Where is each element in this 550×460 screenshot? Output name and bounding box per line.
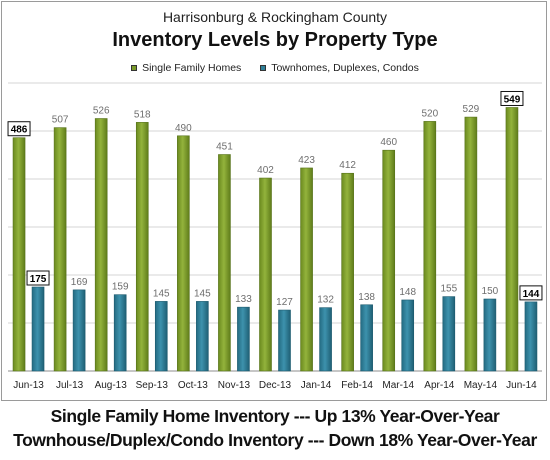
data-label-townhomes-Jul-13: 169 bbox=[71, 277, 88, 288]
data-label-townhomes-Aug-13: 159 bbox=[112, 282, 129, 293]
x-tick-label-Jan-14: Jan-14 bbox=[301, 380, 332, 391]
legend: Single Family Homes Townhomes, Duplexes,… bbox=[0, 62, 550, 74]
bar-townhomes-May-14 bbox=[483, 298, 497, 372]
caption-single-family: Single Family Home Inventory --- Up 13% … bbox=[50, 406, 500, 426]
gridlines bbox=[8, 82, 542, 372]
bar-single-family-May-14 bbox=[464, 116, 478, 372]
data-label-townhomes-Jun-14: 144 bbox=[523, 289, 540, 300]
bar-townhomes-Mar-14 bbox=[401, 299, 415, 372]
bar-single-family-Jul-13 bbox=[53, 127, 67, 372]
bar-single-family-Feb-14 bbox=[341, 172, 354, 372]
caption-townhouse: Townhouse/Duplex/Condo Inventory --- Dow… bbox=[13, 430, 537, 450]
data-label-box bbox=[26, 270, 50, 286]
bar-single-family-Apr-14 bbox=[423, 121, 437, 372]
chart-title: Inventory Levels by Property Type bbox=[112, 29, 438, 51]
data-label-single-family-Aug-13: 526 bbox=[93, 106, 110, 117]
legend-swatch-townhomes bbox=[260, 65, 267, 71]
bar-townhomes-Aug-13 bbox=[113, 294, 127, 372]
x-tick-label-Feb-14: Feb-14 bbox=[341, 380, 373, 391]
legend-swatch-single-family bbox=[131, 65, 138, 71]
x-tick-label-Jun-14: Jun-14 bbox=[506, 380, 537, 391]
data-label-single-family-Jul-13: 507 bbox=[52, 115, 69, 126]
legend-item-single-family: Single Family Homes bbox=[131, 62, 241, 74]
data-label-single-family-Apr-14: 520 bbox=[421, 108, 438, 119]
data-labels: 486 175 507 169 526 159 518 145 490 145 451 133 402 1… bbox=[7, 90, 543, 308]
bar-single-family-Jun-13 bbox=[12, 137, 26, 372]
data-label-single-family-Feb-14: 412 bbox=[339, 160, 356, 171]
x-tick-label-Oct-13: Oct-13 bbox=[178, 380, 208, 391]
data-label-townhomes-Dec-13: 127 bbox=[276, 297, 293, 308]
bar-single-family-Dec-13 bbox=[259, 177, 272, 372]
data-label-townhomes-Feb-14: 138 bbox=[358, 292, 375, 303]
data-label-single-family-Jan-14: 423 bbox=[298, 155, 315, 166]
bar-single-family-Jan-14 bbox=[300, 167, 313, 372]
data-label-box bbox=[500, 90, 524, 106]
bar-single-family-Mar-14 bbox=[382, 149, 396, 372]
bar-single-family-Nov-13 bbox=[218, 154, 231, 372]
x-tick-label-Dec-13: Dec-13 bbox=[259, 380, 292, 391]
data-label-single-family-Mar-14: 460 bbox=[380, 137, 397, 148]
data-label-townhomes-Jun-13: 175 bbox=[30, 274, 47, 285]
data-label-townhomes-Jan-14: 132 bbox=[317, 295, 334, 306]
x-tick-label-Nov-13: Nov-13 bbox=[218, 380, 251, 391]
data-label-townhomes-Oct-13: 145 bbox=[194, 288, 211, 299]
legend-label-townhomes: Townhomes, Duplexes, Condos bbox=[271, 62, 419, 74]
x-tick-label-Mar-14: Mar-14 bbox=[382, 380, 414, 391]
bar-townhomes-Apr-14 bbox=[442, 296, 456, 372]
data-label-single-family-May-14: 529 bbox=[463, 104, 480, 115]
x-tick-label-Jun-13: Jun-13 bbox=[13, 380, 44, 391]
data-label-townhomes-May-14: 150 bbox=[482, 286, 499, 297]
data-label-townhomes-Sep-13: 145 bbox=[153, 288, 170, 299]
data-label-townhomes-Nov-13: 133 bbox=[235, 294, 252, 305]
bar-single-family-Aug-13 bbox=[94, 118, 108, 372]
data-label-single-family-Oct-13: 490 bbox=[175, 123, 192, 134]
bar-townhomes-Dec-13 bbox=[278, 309, 291, 372]
data-label-single-family-Dec-13: 402 bbox=[257, 165, 274, 176]
bars bbox=[12, 107, 538, 372]
inventory-bar-chart: 486 175 507 169 526 159 518 145 490 145 451 133 402 1… bbox=[7, 82, 543, 391]
x-tick-labels: Jun-13 Jul-13 Aug-13 Sep-13 Oct-13 Nov-13 Dec-… bbox=[13, 380, 537, 391]
data-label-single-family-Nov-13: 451 bbox=[216, 142, 233, 153]
bar-townhomes-Sep-13 bbox=[154, 301, 168, 372]
data-label-single-family-Jun-13: 486 bbox=[11, 125, 28, 136]
data-label-townhomes-Mar-14: 148 bbox=[399, 287, 416, 298]
bar-single-family-Jun-14 bbox=[505, 107, 519, 372]
data-label-box bbox=[519, 285, 543, 301]
x-tick-label-Apr-14: Apr-14 bbox=[424, 380, 454, 391]
chart-subtitle: Harrisonburg & Rockingham County bbox=[162, 9, 388, 25]
data-label-single-family-Sep-13: 518 bbox=[134, 109, 151, 120]
bar-townhomes-Jun-13 bbox=[31, 286, 45, 372]
bar-townhomes-Feb-14 bbox=[360, 304, 373, 372]
bar-townhomes-Jul-13 bbox=[72, 289, 86, 372]
data-label-single-family-Jun-14: 549 bbox=[504, 94, 521, 105]
x-tick-label-May-14: May-14 bbox=[464, 380, 498, 391]
bar-townhomes-Oct-13 bbox=[196, 301, 209, 372]
x-tick-label-Jul-13: Jul-13 bbox=[56, 380, 84, 391]
bar-townhomes-Jan-14 bbox=[319, 307, 332, 372]
legend-label-single-family: Single Family Homes bbox=[142, 62, 242, 74]
x-tick-label-Aug-13: Aug-13 bbox=[95, 380, 128, 391]
bar-townhomes-Nov-13 bbox=[237, 306, 250, 372]
legend-item-townhomes: Townhomes, Duplexes, Condos bbox=[260, 62, 419, 74]
bar-townhomes-Jun-14 bbox=[524, 301, 538, 372]
chart-frame bbox=[1, 1, 547, 401]
bar-single-family-Sep-13 bbox=[135, 122, 149, 372]
data-label-townhomes-Apr-14: 155 bbox=[440, 284, 457, 295]
data-label-box bbox=[7, 121, 31, 137]
x-tick-label-Sep-13: Sep-13 bbox=[136, 380, 169, 391]
bar-single-family-Oct-13 bbox=[177, 135, 190, 372]
